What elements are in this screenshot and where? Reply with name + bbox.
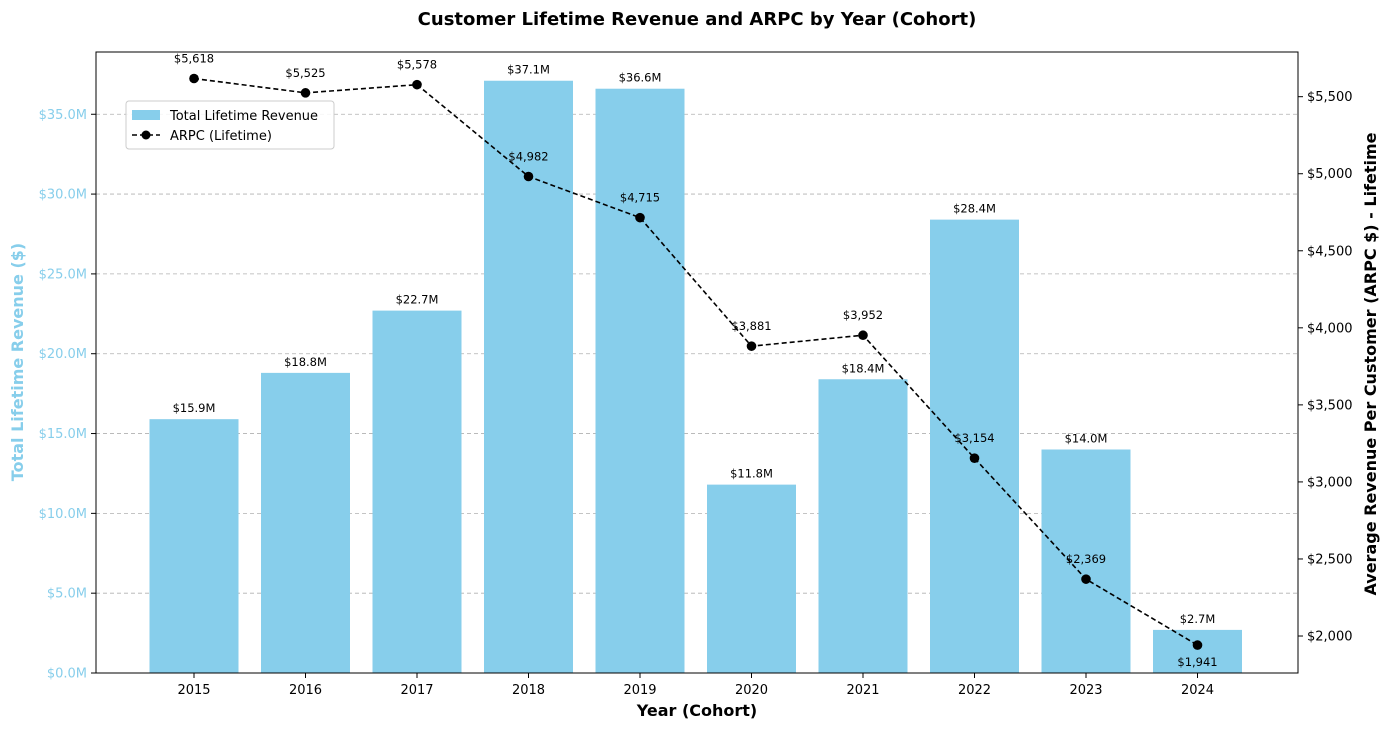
arpc-value-label: $3,881 <box>731 319 771 333</box>
arpc-value-label: $5,618 <box>174 52 214 66</box>
arpc-point <box>1081 574 1091 584</box>
arpc-point <box>189 73 199 84</box>
y-tick-label: $5.0M <box>47 587 87 602</box>
arpc-value-label: $5,525 <box>285 66 325 80</box>
arpc-value-label: $1,941 <box>1177 655 1217 669</box>
y2-axis-label: Average Revenue Per Customer (ARPC $) - … <box>1361 132 1380 595</box>
bar-value-label: $14.0M <box>1065 432 1108 446</box>
y2-tick-label: $4,500 <box>1307 244 1353 259</box>
bar-value-label: $15.9M <box>173 401 216 415</box>
x-axis-label: Year (Cohort) <box>636 701 758 720</box>
bar-value-label: $37.1M <box>507 63 550 77</box>
bar-value-label: $18.8M <box>284 355 327 369</box>
x-tick-label: 2015 <box>177 683 210 698</box>
y-tick-label: $10.0M <box>39 507 87 522</box>
x-tick-label: 2019 <box>623 683 656 698</box>
bar-value-label: $2.7M <box>1180 612 1216 626</box>
legend-marker-icon <box>141 130 151 140</box>
x-tick-label: 2023 <box>1069 683 1102 698</box>
y-tick-label: $25.0M <box>39 267 87 282</box>
y-axis-left: $0.0M $5.0M $10.0M $15.0M $20.0M $25.0M $30.0M… <box>39 108 96 682</box>
bar-value-label: $11.8M <box>730 467 773 481</box>
bar-series <box>149 80 1242 673</box>
arpc-point <box>523 171 534 182</box>
x-axis: 2015 2016 2017 2018 2019 2020 2021 2022 2023 2024 <box>177 673 1214 698</box>
arpc-point <box>969 453 980 463</box>
bar-value-label: $22.7M <box>396 293 439 307</box>
arpc-value-label: $5,578 <box>397 58 437 72</box>
bar <box>149 419 239 673</box>
y2-tick-label: $3,000 <box>1307 475 1353 490</box>
arpc-value-label: $3,154 <box>954 431 994 445</box>
legend-label-arpc: ARPC (Lifetime) <box>170 129 272 144</box>
bar <box>484 80 573 673</box>
bar <box>930 219 1019 673</box>
legend-bar-swatch <box>132 110 160 120</box>
arpc-value-label: $2,369 <box>1066 552 1106 566</box>
arpc-point <box>746 341 757 351</box>
bar <box>818 379 908 673</box>
arpc-point <box>858 330 868 341</box>
bar <box>595 88 685 673</box>
x-tick-label: 2024 <box>1181 683 1214 698</box>
x-tick-label: 2021 <box>846 683 879 698</box>
y-axis-right: $2,000 $2,500 $3,000 $3,500 $4,000 $4,500 $5,0… <box>1298 90 1353 645</box>
y-tick-label: $15.0M <box>39 427 87 442</box>
y-axis-label: Total Lifetime Revenue ($) <box>8 243 27 481</box>
y2-tick-label: $5,000 <box>1307 167 1353 182</box>
plot-frame <box>95 51 1299 674</box>
arpc-point <box>412 79 422 90</box>
arpc-point <box>1192 640 1203 650</box>
y-tick-label: $20.0M <box>39 347 87 362</box>
bar-value-label: $28.4M <box>953 202 996 216</box>
x-tick-label: 2016 <box>289 683 322 698</box>
legend-box <box>125 100 335 150</box>
y-tick-label: $0.0M <box>47 667 87 682</box>
legend: Total Lifetime Revenue ARPC (Lifetime) <box>125 100 335 150</box>
data-labels: $15.9M $18.8M $22.7M $37.1M $36.6M $11.8M $18.… <box>173 52 1218 670</box>
line-series <box>189 73 1203 650</box>
bar <box>372 310 462 673</box>
legend-label-revenue: Total Lifetime Revenue <box>169 109 318 124</box>
arpc-value-label: $4,982 <box>508 150 548 164</box>
bar <box>1153 629 1242 673</box>
y-tick-label: $35.0M <box>39 108 87 123</box>
x-tick-label: 2017 <box>400 683 433 698</box>
bar <box>1041 449 1131 673</box>
bar-value-label: $36.6M <box>619 71 662 85</box>
y2-tick-label: $2,000 <box>1307 630 1353 645</box>
y2-tick-label: $3,500 <box>1307 398 1353 413</box>
x-tick-label: 2020 <box>735 683 768 698</box>
x-tick-label: 2018 <box>512 683 545 698</box>
arpc-point <box>635 212 645 223</box>
arpc-point <box>300 88 311 98</box>
bar-value-label: $18.4M <box>842 361 885 375</box>
arpc-value-label: $4,715 <box>620 191 660 205</box>
arpc-line <box>193 77 1198 646</box>
y2-tick-label: $5,500 <box>1307 90 1353 105</box>
y2-tick-label: $4,000 <box>1307 321 1353 336</box>
y-tick-label: $30.0M <box>39 188 87 203</box>
x-tick-label: 2022 <box>958 683 991 698</box>
chart-title: Customer Lifetime Revenue and ARPC by Ye… <box>418 9 977 30</box>
bar <box>261 372 350 673</box>
y2-tick-label: $2,500 <box>1307 552 1353 567</box>
arpc-value-label: $3,952 <box>843 308 883 322</box>
bar <box>707 484 796 673</box>
